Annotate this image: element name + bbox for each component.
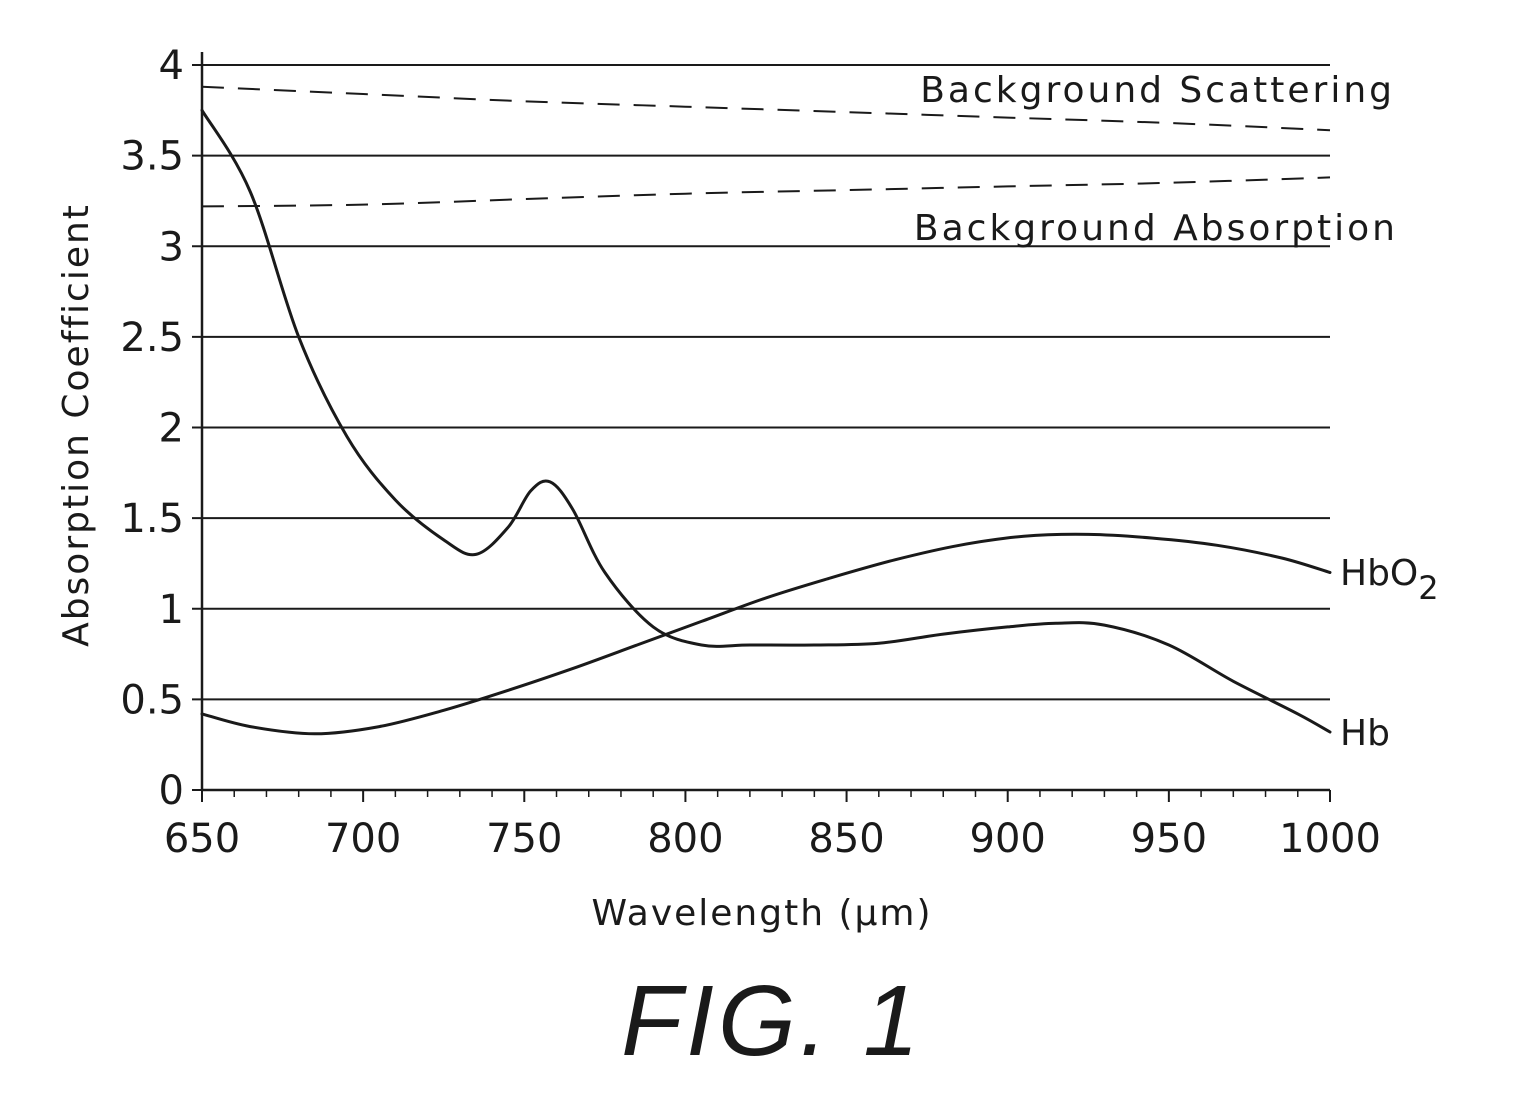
x-tick-label: 650 bbox=[164, 816, 240, 862]
x-tick-label: 850 bbox=[808, 816, 884, 862]
axes bbox=[200, 52, 1330, 792]
hbo2-label-main: HbO bbox=[1340, 553, 1418, 594]
y-tick-label: 0 bbox=[159, 768, 184, 814]
y-tick-label: 1.5 bbox=[120, 496, 184, 542]
series-background-scattering bbox=[201, 85, 1331, 132]
chart-labels: Absorption Coefficient Wavelength (µm) B… bbox=[56, 70, 1439, 934]
x-tick-label: 750 bbox=[486, 816, 562, 862]
hbo2-label: HbO2 bbox=[1340, 553, 1439, 607]
figure-caption: FIG. 1 bbox=[621, 965, 923, 1077]
x-tick-label: 950 bbox=[1131, 816, 1207, 862]
hbo2-label-subscript: 2 bbox=[1418, 569, 1438, 607]
y-tick-label: 0.5 bbox=[120, 677, 184, 723]
series-hb bbox=[200, 108, 1332, 734]
hb-label: Hb bbox=[1340, 713, 1390, 754]
x-tick-label: 700 bbox=[325, 816, 401, 862]
background-absorption-label: Background Absorption bbox=[914, 208, 1398, 249]
y-tick-label: 2.5 bbox=[120, 315, 184, 361]
y-tick-label: 4 bbox=[159, 43, 184, 89]
y-axis-label: Absorption Coefficient bbox=[56, 203, 97, 647]
series-background-absorption bbox=[201, 176, 1331, 208]
x-axis-label: Wavelength (µm) bbox=[591, 893, 932, 934]
series-lines bbox=[200, 85, 1332, 736]
x-tick-label: 800 bbox=[647, 816, 723, 862]
y-tick-label: 2 bbox=[159, 406, 184, 452]
x-tick-label: 900 bbox=[970, 816, 1046, 862]
background-scattering-label: Background Scattering bbox=[920, 70, 1395, 111]
x-tick-label: 1000 bbox=[1279, 816, 1381, 862]
y-tick-label: 3 bbox=[159, 224, 184, 270]
series-hbo2 bbox=[200, 532, 1332, 736]
axis-ticks: 0 0.5 1 1.5 2 2.5 3 3.5 4 650 700 750 800 850 900 950 10… bbox=[120, 43, 1381, 862]
grid-lines bbox=[202, 64, 1330, 701]
y-tick-label: 3.5 bbox=[120, 134, 184, 180]
y-tick-label: 1 bbox=[159, 587, 184, 633]
